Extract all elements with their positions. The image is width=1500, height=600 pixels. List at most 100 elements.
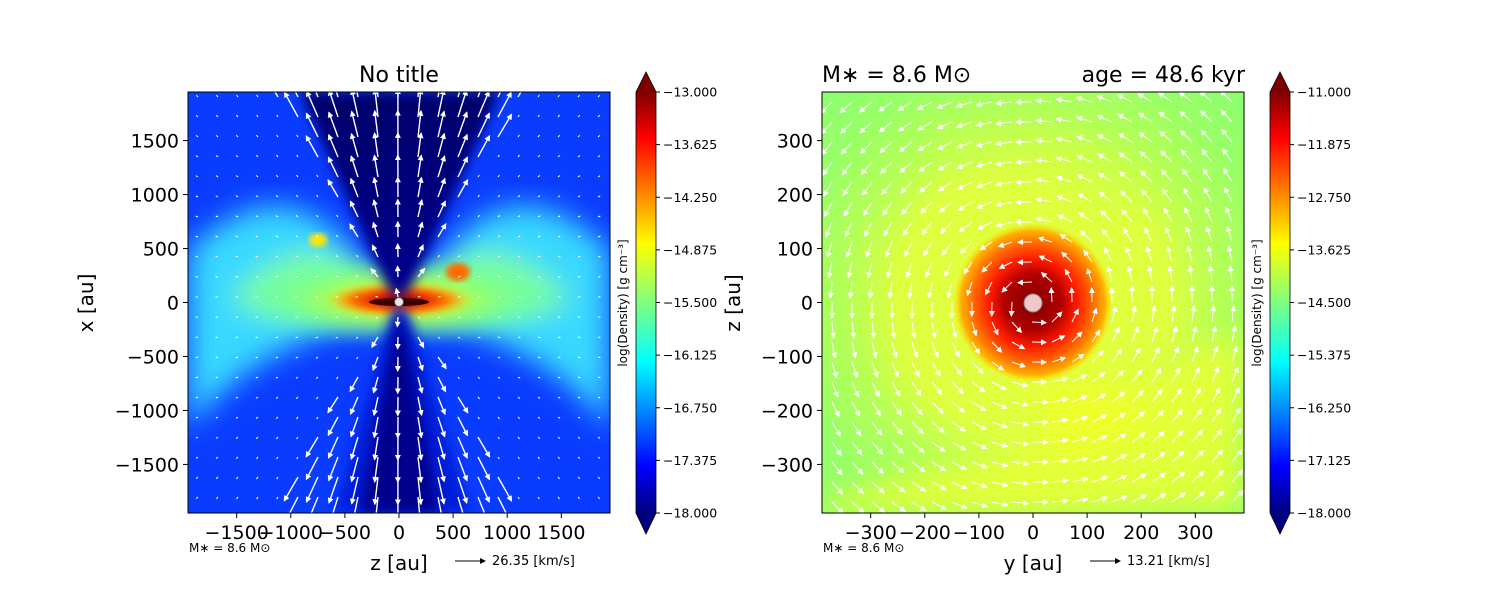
- velocity-arrow: [457, 336, 461, 339]
- velocity-arrow: [437, 132, 446, 158]
- velocity-arrow: [1223, 167, 1233, 183]
- velocity-arrow: [517, 356, 521, 359]
- velocity-arrow: [897, 101, 913, 111]
- velocity-arrow: [944, 261, 953, 278]
- velocity-arrow: [904, 241, 913, 258]
- colorbar-tick-label: −16.125: [663, 348, 717, 363]
- velocity-arrow: [477, 194, 480, 198]
- velocity-arrow: [871, 381, 880, 398]
- velocity-arrow: [597, 255, 601, 258]
- velocity-arrow: [457, 356, 461, 360]
- velocity-arrow: [1071, 496, 1089, 503]
- velocity-arrow: [457, 496, 464, 513]
- velocity-arrow: [1111, 454, 1128, 463]
- velocity-arrow: [235, 114, 239, 118]
- velocity-arrow: [195, 255, 199, 258]
- velocity-arrow: [995, 120, 1013, 127]
- velocity-arrow: [349, 476, 359, 505]
- velocity-arrow: [557, 134, 561, 138]
- velocity-arrow: [991, 441, 1009, 448]
- velocity-arrow: [1226, 245, 1233, 263]
- velocity-arrow: [1076, 174, 1093, 183]
- velocity-arrow: [1220, 109, 1233, 123]
- velocity-arrow: [981, 261, 993, 273]
- velocity-arrow: [1121, 208, 1133, 223]
- velocity-arrow: [195, 175, 199, 178]
- velocity-arrow: [840, 141, 853, 155]
- velocity-arrow: [296, 154, 299, 158]
- velocity-arrow: [1211, 490, 1225, 503]
- left-mass-annotation: M∗ = 8.6 M⊙: [189, 541, 270, 555]
- y-tick-label: 0: [167, 293, 179, 315]
- velocity-arrow: [941, 241, 953, 256]
- velocity-arrow: [1111, 326, 1120, 343]
- velocity-arrow: [537, 416, 541, 419]
- velocity-arrow: [851, 341, 858, 359]
- velocity-arrow: [597, 356, 601, 359]
- velocity-arrow: [1011, 500, 1029, 507]
- velocity-arrow: [822, 121, 833, 135]
- velocity-arrow: [1111, 391, 1126, 403]
- velocity-arrow: [457, 255, 461, 258]
- velocity-arrow: [537, 114, 540, 118]
- y-tick-label: −200: [761, 400, 813, 422]
- velocity-arrow: [557, 336, 561, 339]
- velocity-arrow: [335, 234, 339, 238]
- velocity-arrow: [235, 336, 239, 339]
- velocity-arrow: [537, 235, 541, 238]
- velocity-arrow: [1118, 171, 1133, 183]
- velocity-arrow: [497, 275, 501, 278]
- velocity-arrow: [1191, 491, 1206, 503]
- velocity-arrow: [310, 496, 319, 513]
- velocity-arrow: [851, 421, 862, 437]
- velocity-arrow: [1076, 154, 1093, 163]
- y-tick-label: 200: [777, 185, 813, 207]
- velocity-arrow: [1035, 197, 1053, 203]
- velocity-arrow: [1184, 206, 1193, 223]
- velocity-arrow: [911, 341, 919, 359]
- velocity-arrow: [1055, 116, 1073, 123]
- velocity-arrow: [1051, 335, 1066, 343]
- velocity-arrow: [879, 141, 893, 154]
- velocity-arrow: [457, 476, 469, 504]
- velocity-arrow: [891, 401, 902, 416]
- velocity-arrow: [497, 214, 501, 218]
- velocity-arrow: [1171, 325, 1178, 343]
- velocity-arrow: [235, 134, 239, 138]
- velocity-arrow: [457, 156, 468, 178]
- velocity-arrow: [850, 321, 857, 339]
- velocity-arrow: [577, 175, 581, 178]
- velocity-arrow: [275, 255, 279, 258]
- velocity-arrow: [831, 361, 838, 379]
- velocity-arrow: [215, 356, 219, 359]
- velocity-arrow: [865, 241, 873, 258]
- velocity-arrow: [824, 201, 833, 218]
- velocity-arrow: [1011, 321, 1023, 334]
- velocity-arrow: [971, 501, 989, 509]
- velocity-arrow: [517, 275, 521, 278]
- velocity-arrow: [951, 441, 967, 451]
- colorbar-tick-label: −17.125: [1297, 453, 1351, 468]
- velocity-arrow: [1191, 387, 1201, 403]
- velocity-arrow: [215, 396, 219, 399]
- velocity-arrow: [1231, 345, 1239, 363]
- velocity-arrow: [842, 181, 853, 197]
- velocity-arrow: [477, 336, 481, 339]
- left-density-map: [188, 92, 610, 513]
- velocity-arrow: [851, 501, 865, 513]
- velocity-arrow: [1131, 453, 1147, 463]
- velocity-arrow: [1204, 206, 1213, 223]
- velocity-arrow: [1207, 265, 1214, 283]
- velocity-arrow: [871, 461, 884, 475]
- velocity-arrow: [577, 436, 581, 439]
- velocity-arrow: [1131, 411, 1146, 423]
- velocity-arrow: [1151, 346, 1160, 363]
- velocity-arrow: [1097, 172, 1113, 183]
- velocity-arrow: [1055, 156, 1073, 163]
- velocity-arrow: [477, 436, 491, 458]
- velocity-arrow: [1171, 492, 1186, 503]
- velocity-arrow: [276, 456, 279, 460]
- velocity-arrow: [1231, 489, 1244, 503]
- velocity-arrow: [372, 132, 379, 158]
- velocity-arrow: [1064, 268, 1073, 283]
